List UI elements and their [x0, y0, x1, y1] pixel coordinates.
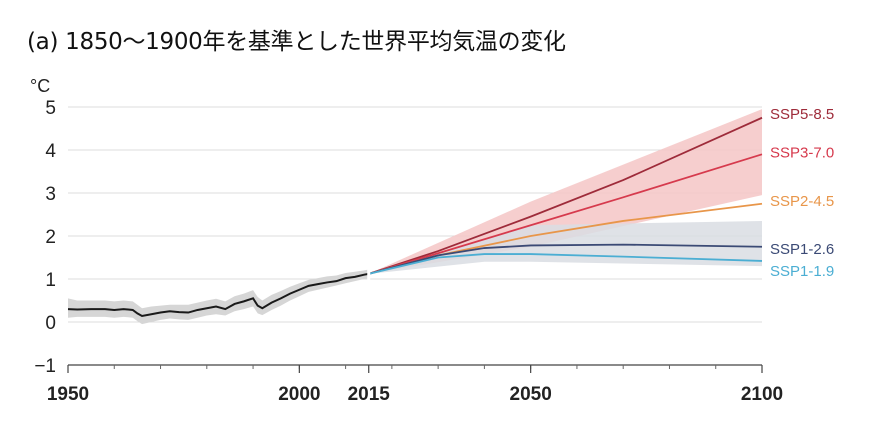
y-tick-label: 5	[45, 98, 56, 119]
y-tick-label: 0	[45, 313, 56, 334]
y-tick-label: −1	[34, 356, 56, 377]
uncertainty-bands	[68, 109, 762, 325]
series-label: SSP3-7.0	[770, 144, 834, 161]
x-tick-label: 1950	[47, 384, 89, 405]
series-line	[368, 153, 763, 275]
x-tick-label: 2100	[741, 384, 783, 405]
y-tick-label: 4	[45, 141, 56, 162]
scenario-band	[368, 220, 762, 274]
series-line	[368, 253, 763, 275]
x-tick-label: 2050	[510, 384, 552, 405]
axis-ticks: −1 0 1 2 3 4 5 1950 2000 2015 2050 2100	[34, 98, 783, 405]
series-label: SSP5-8.5	[770, 106, 834, 123]
y-axis-unit: °C	[30, 76, 50, 96]
series-label: SSP2-4.5	[770, 193, 834, 210]
series-labels: SSP5-8.5 SSP3-7.0 SSP2-4.5 SSP1-2.6 SSP1-1.9	[770, 106, 834, 280]
series-label: SSP1-1.9	[770, 263, 834, 280]
historical-line	[67, 272, 369, 318]
series-lines	[67, 116, 763, 318]
scenario-band	[368, 109, 762, 274]
y-tick-label: 3	[45, 184, 56, 205]
series-line	[368, 116, 763, 275]
y-tick-label: 1	[45, 270, 56, 291]
series-line	[368, 243, 763, 275]
x-tick-label: 2015	[348, 384, 391, 405]
x-tick-label: 2000	[278, 384, 320, 405]
chart-title: (a) 1850～1900年を基準とした世界平均気温の変化	[27, 29, 566, 55]
y-tick-label: 2	[45, 227, 56, 248]
series-label: SSP1-2.6	[770, 241, 834, 258]
historical-band	[68, 269, 369, 325]
